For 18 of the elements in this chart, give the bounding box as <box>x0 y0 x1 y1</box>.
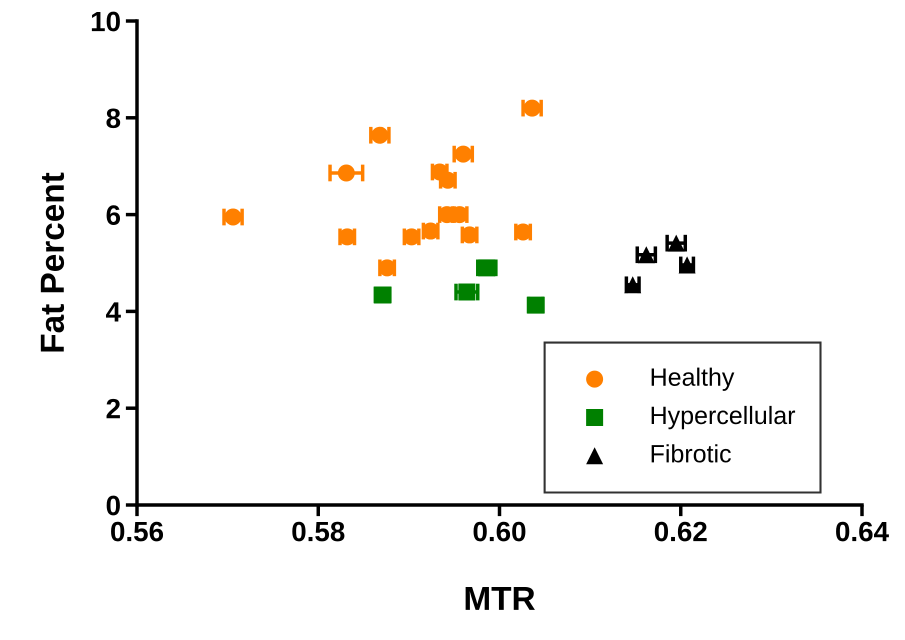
legend-label: Hypercellular <box>652 406 796 430</box>
y-tick-label: 2 <box>106 398 120 418</box>
point <box>458 284 476 301</box>
y-tick-label: 8 <box>106 108 120 128</box>
x-tick-label: 0.56 <box>111 522 164 542</box>
x-axis-title: MTR <box>466 586 535 610</box>
point <box>338 164 355 182</box>
x-tick-label: 0.58 <box>292 522 344 542</box>
x-tick-label: 0.60 <box>474 522 526 542</box>
y-tick-label: 4 <box>106 302 121 322</box>
legend-label: Healthy <box>652 368 734 391</box>
y-tick-label: 6 <box>106 205 120 225</box>
legend-label: Fibrotic <box>652 444 731 463</box>
y-tick-label: 10 <box>92 12 120 32</box>
y-axis-title: Fat Percent <box>40 172 64 352</box>
x-tick-label: 0.62 <box>654 522 707 542</box>
x-tick-label: 0.64 <box>836 522 889 542</box>
y-tick-label: 0 <box>106 496 120 516</box>
